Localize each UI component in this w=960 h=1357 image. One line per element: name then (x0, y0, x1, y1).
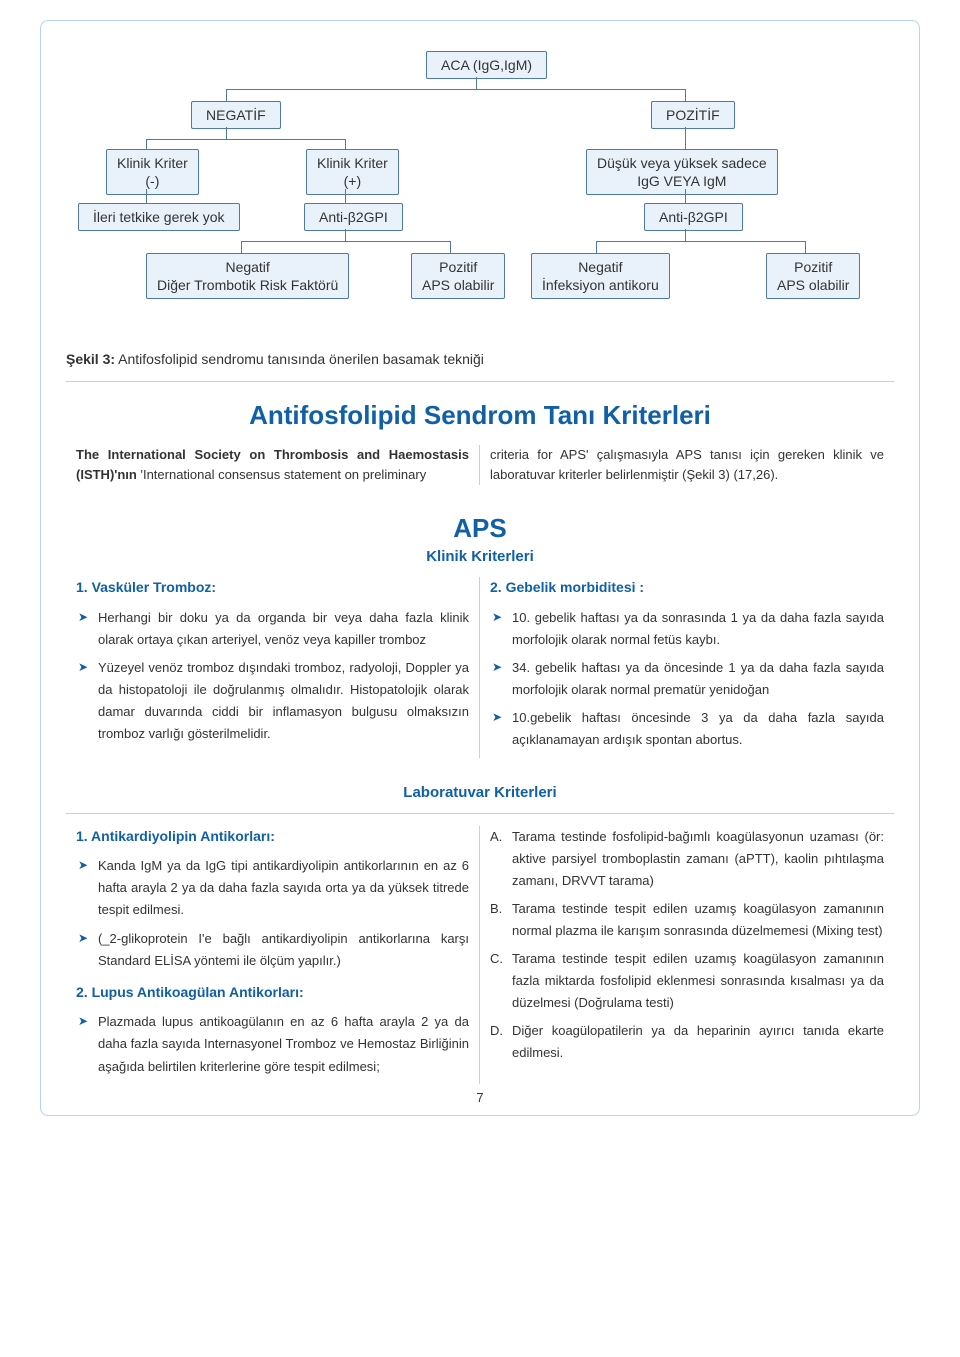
letter: C. (490, 948, 503, 970)
page-number: 7 (66, 1090, 894, 1105)
flow-leaf4: Pozitif APS olabilir (766, 253, 860, 299)
klinik-right-title: 2. Gebelik morbiditesi : (490, 577, 884, 599)
flow-leaf1-text: Negatif Diğer Trombotik Risk Faktörü (157, 259, 338, 293)
list-item: Plazmada lupus antikoagülanın en az 6 ha… (76, 1011, 469, 1077)
intro-columns: The International Society on Thrombosis … (66, 445, 894, 485)
flow-leaf2-text: Pozitif APS olabilir (422, 259, 494, 293)
main-title: Antifosfolipid Sendrom Tanı Kriterleri (66, 400, 894, 431)
flow-anti2: Anti-β2GPI (644, 203, 743, 231)
list-item: B. Tarama testinde tespit edilen uzamış k… (490, 898, 884, 942)
list-item: Herhangi bir doku ya da organda bir veya… (76, 607, 469, 651)
flow-negatif: NEGATİF (191, 101, 281, 129)
flow-kk-pos-text: Klinik Kriter (+) (317, 155, 388, 189)
klinik-sub: Klinik Kriterleri (66, 548, 894, 565)
lab-left-title1: 1. Antikardiyolipin Antikorları: (76, 826, 469, 848)
flow-ileri: İleri tetkike gerek yok (78, 203, 240, 231)
lab-left-title2: 2. Lupus Antikoagülan Antikorları: (76, 982, 469, 1004)
list-item: D. Diğer koagülopatilerin ya da heparinin… (490, 1020, 884, 1064)
flow-leaf3-text: Negatif İnfeksiyon antikoru (542, 259, 659, 293)
klinik-columns: 1. Vasküler Tromboz: Herhangi bir doku y… (66, 577, 894, 757)
list-item: A. Tarama testinde fosfolipid-bağımlı koa… (490, 826, 884, 892)
lab-sub: Laboratuvar Kriterleri (66, 784, 894, 801)
page-frame: ACA (IgG,IgM) NEGATİF POZİTİF Klinik Kri… (40, 20, 920, 1116)
list-item: C. Tarama testinde tespit edilen uzamış k… (490, 948, 884, 1014)
intro-left-text: The International Society on Thrombosis … (76, 445, 469, 485)
flow-kk-pos: Klinik Kriter (+) (306, 149, 399, 195)
letter: B. (490, 898, 502, 920)
klinik-left-title: 1. Vasküler Tromboz: (76, 577, 469, 599)
list-item: 10. gebelik haftası ya da sonrasında 1 y… (490, 607, 884, 651)
flow-pozitif: POZİTİF (651, 101, 735, 129)
lab-right: A. Tarama testinde fosfolipid-bağımlı koa… (480, 826, 894, 1084)
lab-left: 1. Antikardiyolipin Antikorları: Kanda I… (66, 826, 480, 1084)
flow-root: ACA (IgG,IgM) (426, 51, 547, 79)
aps-head: APS (66, 513, 894, 544)
flow-leaf2: Pozitif APS olabilir (411, 253, 505, 299)
flow-dusuk: Düşük veya yüksek sadece IgG VEYA IgM (586, 149, 778, 195)
klinik-right-list: 10. gebelik haftası ya da sonrasında 1 y… (490, 607, 884, 752)
flow-leaf1: Negatif Diğer Trombotik Risk Faktörü (146, 253, 349, 299)
flow-anti1: Anti-β2GPI (304, 203, 403, 231)
lab-left-list1: Kanda IgM ya da IgG tipi antikardiyolipi… (76, 855, 469, 971)
klinik-right: 2. Gebelik morbiditesi : 10. gebelik haf… (480, 577, 894, 757)
klinik-left-list: Herhangi bir doku ya da organda bir veya… (76, 607, 469, 746)
flowchart: ACA (IgG,IgM) NEGATİF POZİTİF Klinik Kri… (66, 51, 894, 382)
list-item: Yüzeyel venöz tromboz dışındaki tromboz,… (76, 657, 469, 745)
letter-text: Diğer koagülopatilerin ya da heparinin a… (512, 1023, 884, 1060)
list-item: 10.gebelik haftası öncesinde 3 ya da dah… (490, 707, 884, 751)
klinik-left: 1. Vasküler Tromboz: Herhangi bir doku y… (66, 577, 480, 757)
intro-right-text: criteria for APS' çalışmasıyla APS tanıs… (490, 445, 884, 485)
flow-leaf3: Negatif İnfeksiyon antikoru (531, 253, 670, 299)
lab-right-list: A. Tarama testinde fosfolipid-bağımlı koa… (490, 826, 884, 1065)
flow-kk-neg: Klinik Kriter (-) (106, 149, 199, 195)
lab-left-list2: Plazmada lupus antikoagülanın en az 6 ha… (76, 1011, 469, 1077)
letter: A. (490, 826, 502, 848)
flow-canvas: ACA (IgG,IgM) NEGATİF POZİTİF Klinik Kri… (66, 51, 894, 331)
list-item: 34. gebelik haftası ya da öncesinde 1 ya… (490, 657, 884, 701)
intro-left: The International Society on Thrombosis … (66, 445, 480, 485)
letter-text: Tarama testinde tespit edilen uzamış koa… (512, 951, 884, 1010)
lab-columns: 1. Antikardiyolipin Antikorları: Kanda I… (66, 813, 894, 1084)
flow-kk-neg-text: Klinik Kriter (-) (117, 155, 188, 189)
letter: D. (490, 1020, 503, 1042)
flow-dusuk-text: Düşük veya yüksek sadece IgG VEYA IgM (597, 155, 767, 189)
letter-text: Tarama testinde fosfolipid-bağımlı koagü… (512, 829, 884, 888)
letter-text: Tarama testinde tespit edilen uzamış koa… (512, 901, 884, 938)
list-item: (_2-glikoprotein I'e bağlı antikardiyoli… (76, 928, 469, 972)
intro-right: criteria for APS' çalışmasıyla APS tanıs… (480, 445, 894, 485)
list-item: Kanda IgM ya da IgG tipi antikardiyolipi… (76, 855, 469, 921)
flow-leaf4-text: Pozitif APS olabilir (777, 259, 849, 293)
flow-caption: Şekil 3: Antifosfolipid sendromu tanısın… (66, 351, 894, 367)
flow-caption-text: Şekil 3: Antifosfolipid sendromu tanısın… (66, 351, 484, 367)
